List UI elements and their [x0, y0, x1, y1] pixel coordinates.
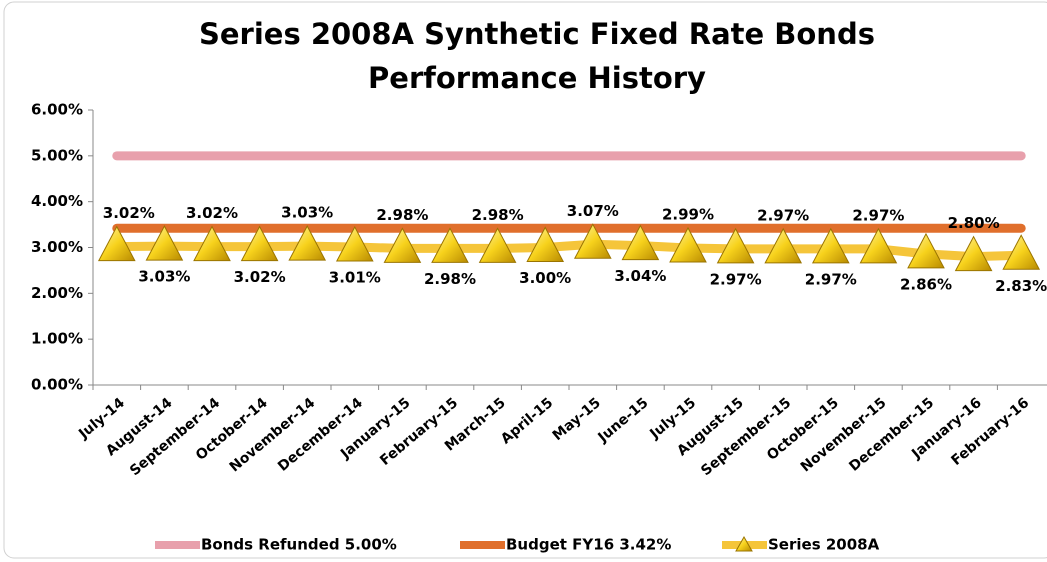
data-label: 2.80% — [948, 214, 1000, 232]
data-label: 3.02% — [103, 204, 155, 222]
marker — [526, 226, 565, 262]
marker — [573, 223, 612, 259]
data-label: 3.03% — [281, 204, 333, 222]
chart-border — [3, 1, 1047, 559]
marker — [907, 232, 945, 269]
y-tick-label: 3.00% — [31, 238, 83, 256]
data-label: 2.98% — [376, 206, 428, 224]
marker — [859, 227, 898, 264]
data-label: 3.02% — [186, 204, 238, 222]
marker — [478, 227, 517, 263]
marker — [145, 225, 184, 261]
data-label: 2.97% — [852, 206, 904, 224]
marker — [811, 227, 850, 264]
legend-marker — [735, 535, 753, 552]
y-tick-label: 6.00% — [31, 101, 83, 119]
data-label: 2.86% — [900, 275, 952, 293]
data-label: 3.00% — [519, 269, 571, 287]
data-label: 2.99% — [662, 205, 714, 223]
data-label: 3.02% — [234, 268, 286, 286]
data-label: 2.98% — [472, 206, 524, 224]
marker — [335, 225, 374, 262]
data-label: 2.97% — [805, 270, 857, 288]
marker — [716, 227, 755, 264]
data-label: 3.04% — [614, 267, 666, 285]
data-label: 2.97% — [710, 270, 762, 288]
marker — [669, 226, 707, 263]
marker — [97, 225, 136, 262]
data-label: 3.07% — [567, 202, 619, 220]
data-label: 2.97% — [757, 206, 809, 224]
marker — [431, 227, 469, 263]
data-label: 2.98% — [424, 270, 476, 288]
marker — [764, 227, 803, 264]
marker — [954, 235, 993, 272]
marker — [1002, 234, 1041, 270]
y-tick-label: 1.00% — [31, 330, 83, 348]
legend-label: Bonds Refunded 5.00% — [201, 536, 397, 554]
y-tick-label: 5.00% — [31, 146, 83, 164]
marker — [383, 227, 422, 263]
marker — [621, 224, 660, 261]
y-tick-label: 0.00% — [31, 376, 83, 394]
legend-label: Budget FY16 3.42% — [506, 536, 671, 554]
legend-label: Series 2008A — [768, 536, 880, 554]
chart-title: Series 2008A Synthetic Fixed Rate Bonds — [199, 17, 875, 51]
marker — [288, 225, 327, 261]
marker — [240, 225, 279, 262]
data-label: 3.03% — [138, 268, 190, 286]
marker — [193, 225, 231, 262]
y-tick-label: 4.00% — [31, 192, 83, 210]
y-tick-label: 2.00% — [31, 284, 83, 302]
data-label: 2.83% — [995, 277, 1047, 295]
data-label: 3.01% — [329, 269, 381, 287]
chart-subtitle: Performance History — [368, 61, 706, 95]
